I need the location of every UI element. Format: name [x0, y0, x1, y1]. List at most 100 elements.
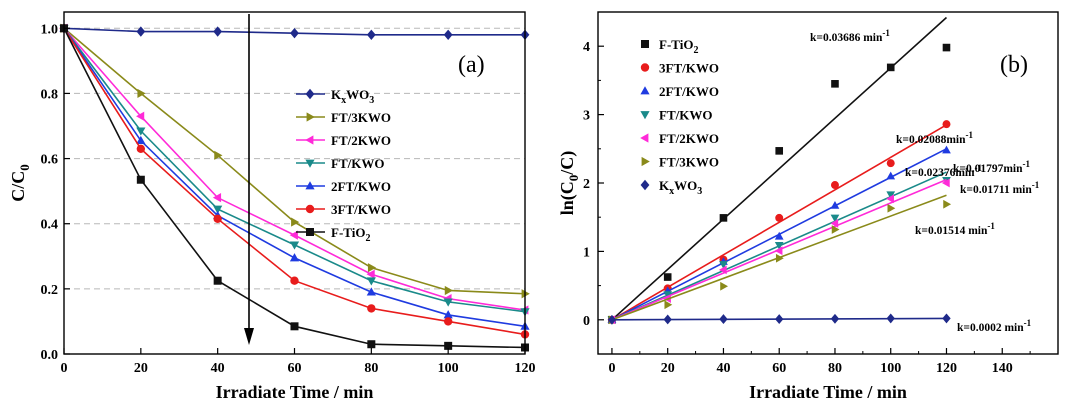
legend-label: FT/2KWO: [659, 131, 719, 146]
x-tick-label: 80: [828, 361, 842, 376]
legend-marker: [305, 159, 315, 168]
rate-constant-label: k=0.02376min-1: [905, 163, 982, 179]
data-point: [719, 214, 728, 222]
data-point: [443, 298, 453, 307]
data-point: [443, 29, 453, 40]
series-a-5: [59, 24, 530, 339]
data-point: [214, 150, 223, 160]
x-axis-label: Irradiate Time / min: [216, 382, 374, 402]
data-point: [719, 314, 728, 325]
x-tick-label: 80: [364, 361, 378, 376]
legend-label-text: K: [331, 87, 342, 102]
data-point: [136, 111, 145, 121]
rate-constant-sup: -1: [1032, 180, 1040, 190]
x-axis-label: Irradiate Time / min: [749, 382, 907, 402]
legend-label: F-TiO2: [331, 225, 370, 244]
legend-label-text: FT/KWO: [331, 156, 384, 171]
x-tick-label: 120: [936, 361, 957, 376]
x-tick-label: 0: [61, 361, 68, 376]
rate-constant-sup: -1: [966, 130, 974, 140]
y-axis-label-main: /C): [557, 151, 578, 176]
data-point: [774, 242, 784, 250]
y-tick-label: 0: [583, 314, 590, 329]
data-point: [886, 194, 894, 204]
legend-label: FT/KWO: [659, 108, 712, 123]
data-point: [367, 304, 376, 313]
data-point: [942, 145, 951, 154]
data-point: [663, 273, 672, 281]
data-point: [136, 26, 146, 37]
data-point: [830, 181, 839, 190]
data-point: [213, 276, 222, 285]
data-point: [366, 269, 375, 279]
data-point: [290, 276, 299, 285]
panel-label-b: (b): [1000, 52, 1028, 78]
rate-constant-text: k=0.02088min: [896, 134, 966, 146]
legend-marker: [641, 156, 650, 167]
legend-label-sub: 3: [369, 95, 374, 106]
legend-label: KxWO3: [331, 87, 374, 106]
y-tick-label: 4: [583, 40, 590, 55]
legend-label-text: WO: [674, 178, 697, 193]
legend-label: FT/3KWO: [659, 155, 719, 170]
legend-label-text: FT/3KWO: [659, 155, 719, 170]
legend-label-sub: 2: [365, 233, 370, 244]
legend-marker: [305, 88, 315, 100]
y-tick-label: 2: [583, 177, 590, 192]
data-point: [719, 261, 728, 269]
series-line: [63, 27, 526, 313]
y-axis-label: C/C0: [8, 164, 32, 202]
y-tick-label: 0.4: [41, 218, 59, 233]
rate-constant-sup: -1: [882, 28, 890, 38]
y-tick-label: 0.2: [41, 283, 59, 298]
legend-label-text: FT/KWO: [659, 108, 712, 123]
data-point: [774, 231, 784, 240]
legend-marker: [305, 181, 315, 190]
legend-marker: [306, 112, 315, 122]
data-point: [830, 218, 839, 228]
rate-constant-sup: -1: [987, 221, 995, 231]
y-tick-label: 0.6: [41, 153, 59, 168]
data-point: [886, 313, 895, 324]
data-point: [213, 205, 223, 214]
rate-constant-sup: -1: [1023, 159, 1031, 169]
data-point: [664, 300, 673, 310]
y-tick-label: 0.8: [41, 87, 59, 102]
data-point: [366, 277, 376, 286]
legend-label: 2FT/KWO: [331, 179, 391, 194]
y-tick-label: 1.0: [41, 22, 59, 37]
legend-label-text: 2FT/KWO: [659, 84, 719, 99]
rate-constant-text: k=0.03686 min: [810, 32, 883, 44]
legend-a: KxWO3 FT/3KWO FT/2KWO FT/KWO 2FT/KWO 3FT/KWO F…: [296, 87, 391, 244]
data-point: [830, 214, 840, 223]
rate-constant-text: k=0.01514 min: [915, 225, 988, 237]
data-point: [831, 225, 840, 234]
rate-constant-text: k=0.01711 min: [960, 184, 1032, 196]
data-point: [443, 310, 453, 319]
data-point: [775, 147, 784, 155]
data-point: [774, 246, 783, 256]
x-tick-label: 140: [992, 361, 1013, 376]
legend-marker: [641, 40, 649, 48]
rate-constant-sup: -1: [975, 163, 983, 173]
data-point: [137, 88, 146, 99]
legend-label-text: 3FT/KWO: [331, 202, 391, 217]
data-point: [367, 340, 376, 349]
legend-label-text: K: [659, 178, 670, 193]
legend-label-text: FT/2KWO: [659, 131, 719, 146]
legend-label-text: FT/2KWO: [331, 133, 391, 148]
data-point: [663, 291, 673, 300]
legend-label: KxWO3: [659, 178, 702, 197]
data-point: [212, 193, 222, 203]
data-point: [367, 263, 377, 273]
data-point: [886, 171, 896, 180]
series-a-0: [59, 23, 530, 40]
data-point: [941, 178, 950, 188]
y-tick-label: 0.0: [41, 348, 59, 363]
y-tick-label: 1: [583, 245, 590, 260]
y-axis-label-sub: 0: [17, 164, 32, 171]
data-point: [886, 63, 895, 72]
legend-marker: [640, 133, 649, 143]
series-line: [63, 27, 526, 311]
